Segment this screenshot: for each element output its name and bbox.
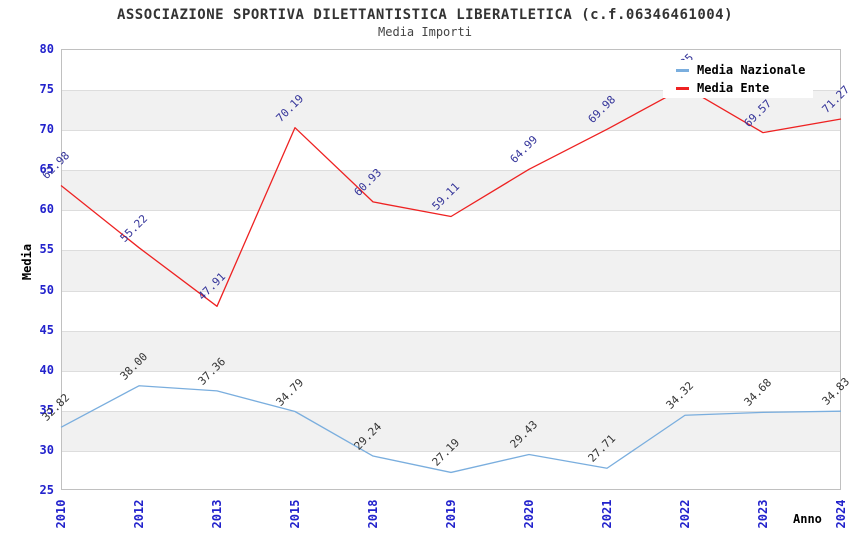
gridline <box>62 410 840 412</box>
x-tick-label: 2010 <box>54 499 68 529</box>
y-tick-label: 65 <box>39 162 54 177</box>
y-tick-label: 25 <box>39 483 54 497</box>
y-axis-title: Media <box>20 243 35 281</box>
x-tick-label: 2021 <box>600 499 614 529</box>
y-tick-label: 45 <box>39 322 54 337</box>
legend-item-media-nazionale: Media Nazionale <box>663 63 813 77</box>
y-tick-label: 70 <box>39 122 54 137</box>
x-tick-label: 2024 <box>834 499 848 529</box>
background-band <box>62 330 840 371</box>
x-tick-label: 2018 <box>366 499 380 529</box>
y-tick-label: 50 <box>39 282 54 297</box>
x-axis-title: Anno <box>793 512 822 526</box>
y-tick-label: 60 <box>39 202 54 217</box>
gridline <box>62 170 840 172</box>
y-tick-label: 30 <box>39 442 54 457</box>
y-tick-label: 55 <box>39 242 54 257</box>
legend: Media Nazionale Media Ente <box>663 60 813 98</box>
x-tick-label: 2013 <box>210 499 224 529</box>
legend-swatch-nazionale-icon <box>676 68 689 72</box>
y-tick-label: 75 <box>39 82 54 97</box>
gridline <box>62 370 840 372</box>
background-band <box>62 250 840 291</box>
gridline <box>62 250 840 252</box>
y-tick-label: 80 <box>39 42 54 56</box>
legend-item-media-ente: Media Ente <box>663 81 813 95</box>
plot-area <box>61 49 841 490</box>
x-tick-label: 2020 <box>522 499 536 529</box>
legend-label-ente: Media Ente <box>697 81 770 95</box>
gridline <box>62 330 840 332</box>
legend-label-nazionale: Media Nazionale <box>697 63 806 77</box>
x-tick-label: 2022 <box>678 499 692 529</box>
gridline <box>62 130 840 132</box>
y-tick-label: 35 <box>39 402 54 417</box>
x-tick-label: 2012 <box>132 499 146 529</box>
gridline <box>62 210 840 212</box>
gridline <box>62 290 840 292</box>
x-tick-label: 2019 <box>444 499 458 529</box>
chart-subtitle: Media Importi <box>378 25 472 39</box>
legend-swatch-ente-icon <box>676 86 689 90</box>
x-tick-label: 2023 <box>756 499 770 529</box>
y-tick-label: 40 <box>39 362 54 377</box>
x-tick-label: 2015 <box>288 499 302 529</box>
chart-title: ASSOCIAZIONE SPORTIVA DILETTANTISTICA LI… <box>116 7 734 23</box>
